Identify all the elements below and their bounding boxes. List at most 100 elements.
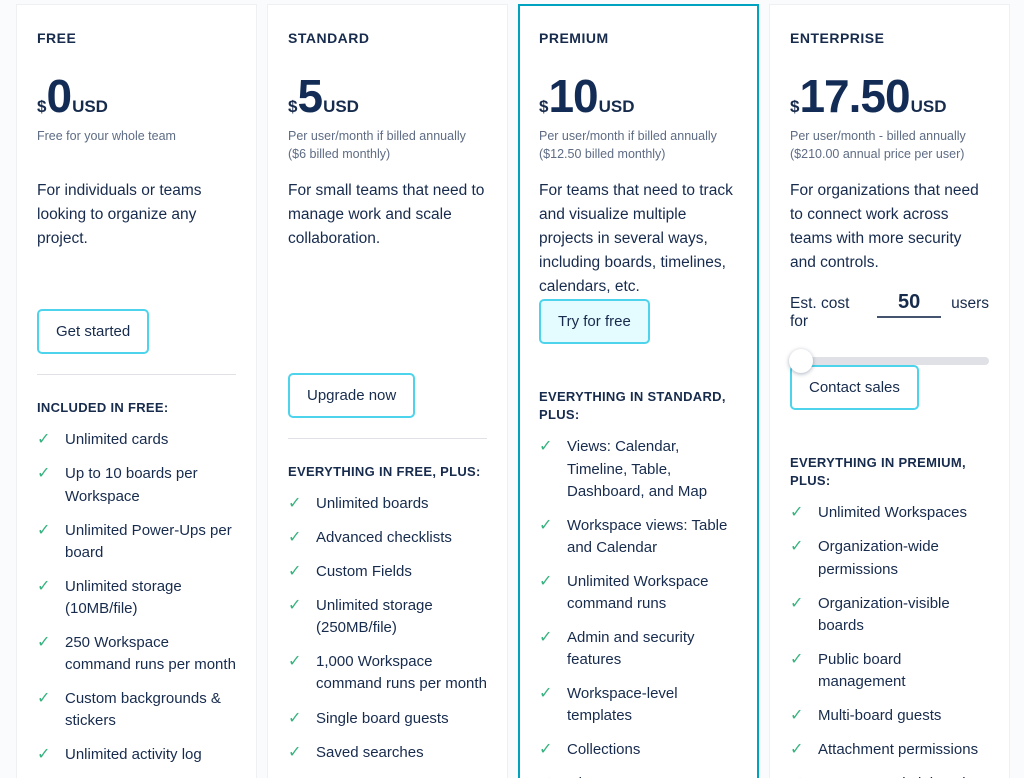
divider	[288, 438, 487, 439]
slider-handle[interactable]	[789, 349, 813, 374]
feature-item: ✓ Collections	[539, 739, 738, 761]
check-icon: ✓	[790, 504, 804, 522]
price-amount: 5	[297, 70, 323, 122]
plan-name: ENTERPRISE	[790, 30, 885, 46]
feature-text: Custom Fields	[316, 563, 412, 581]
plan-description: For small teams that need to manage work…	[288, 182, 485, 248]
plan-card-free: FREE $ 0 USD Free for your whole team Fo…	[16, 4, 257, 778]
check-icon: ✓	[790, 706, 804, 724]
feature-item: ✓ Saved searches	[288, 742, 487, 764]
check-icon: ✓	[288, 709, 302, 727]
feature-item: ✓ Unlimited storage (10MB/file)	[37, 576, 236, 620]
feature-text: Unlimited Workspace command runs	[567, 572, 709, 612]
feature-text: Unlimited storage (10MB/file)	[65, 577, 182, 617]
feature-item: ✓ Custom backgrounds & stickers	[37, 688, 236, 732]
currency-symbol: $	[288, 97, 298, 116]
feature-item: ✓ 1,000 Workspace command runs per month	[288, 651, 487, 695]
check-icon: ✓	[790, 538, 804, 556]
get-started-button[interactable]: Get started	[37, 309, 150, 355]
plan-price: $ 10 USD	[539, 73, 738, 119]
feature-text: Unlimited boards	[316, 495, 429, 513]
feature-item: ✓ Attachment permissions	[790, 739, 989, 761]
cost-estimator: Est. cost for users	[790, 291, 989, 331]
check-icon: ✓	[37, 745, 51, 763]
try-for-free-button[interactable]: Try for free	[539, 299, 650, 345]
estimator-prefix-label: Est. cost for	[790, 295, 850, 331]
feature-text: Power-Up administration	[818, 773, 982, 778]
price-amount: 10	[548, 70, 598, 122]
feature-item: ✓ Unlimited storage (250MB/file)	[288, 595, 487, 639]
user-count-slider[interactable]	[789, 349, 989, 374]
plan-price: $ 0 USD	[37, 73, 236, 119]
currency-code: USD	[72, 97, 108, 116]
plan-price: $ 5 USD	[288, 73, 487, 119]
features-list: ✓ Unlimited boards ✓ Advanced checklists ✓…	[288, 493, 487, 775]
user-count-input[interactable]	[877, 291, 942, 319]
check-icon: ✓	[37, 465, 51, 483]
feature-item: ✓ Unlimited cards	[37, 429, 236, 451]
check-icon: ✓	[288, 563, 302, 581]
feature-text: Views: Calendar, Timeline, Table, Dashbo…	[567, 438, 708, 500]
plan-card-free-top: FREE $ 0 USD Free for your whole team Fo…	[37, 30, 236, 309]
feature-text: 250 Workspace command runs per month	[65, 633, 236, 673]
check-icon: ✓	[288, 743, 302, 761]
currency-symbol: $	[539, 97, 549, 116]
divider	[37, 374, 236, 376]
check-icon: ✓	[539, 572, 553, 590]
feature-text: Admin and security features	[567, 628, 695, 668]
feature-text: Public board management	[818, 650, 906, 690]
check-icon: ✓	[539, 773, 557, 778]
feature-item: ✓ Up to 10 boards per Workspace	[37, 463, 236, 507]
feature-item: ✓ Organization-visible boards	[790, 593, 989, 637]
check-icon: ✓	[790, 594, 804, 612]
plan-card-premium-top: PREMIUM $ 10 USD Per user/month if bille…	[539, 30, 738, 299]
feature-text: Collections	[567, 740, 641, 758]
check-icon: ✓	[288, 653, 302, 671]
check-icon: ✓	[790, 740, 804, 758]
feature-text: Unlimited Workspaces	[818, 504, 967, 522]
check-icon: ✓	[539, 438, 553, 456]
feature-item: ✓ Public board management	[790, 649, 989, 693]
feature-item: ✓ Power-Up administration	[790, 773, 989, 778]
features-header: EVERYTHING IN STANDARD, PLUS:	[539, 389, 726, 423]
plan-name: FREE	[37, 30, 77, 46]
feature-item: ✓ Single board guests	[288, 708, 487, 730]
feature-item: ✓ Workspace-level templates	[539, 683, 738, 727]
check-icon: ✓	[539, 516, 553, 534]
check-icon: ✓	[37, 633, 51, 651]
feature-item: ✓ Views: Calendar, Timeline, Table, Dashb…	[539, 436, 738, 502]
estimator-suffix-label: users	[951, 295, 989, 313]
feature-text: Single board guests	[316, 709, 449, 727]
feature-text: 1,000 Workspace command runs per month	[316, 653, 487, 693]
price-amount: 0	[46, 70, 72, 122]
plan-card-premium: PREMIUM $ 10 USD Per user/month if bille…	[518, 4, 759, 778]
feature-text: Custom backgrounds & stickers	[65, 689, 221, 729]
feature-text: Observers	[567, 773, 636, 778]
feature-item: ✓ Observers	[539, 773, 738, 778]
check-icon: ✓	[37, 431, 51, 449]
feature-text: Organization-wide permissions	[818, 538, 939, 578]
feature-text: Advanced checklists	[316, 529, 452, 547]
features-list: ✓ Unlimited Workspaces ✓ Organization-wide…	[790, 502, 989, 778]
plan-name: PREMIUM	[539, 30, 609, 46]
feature-text: Workspace-level templates	[567, 684, 678, 724]
check-icon: ✓	[539, 684, 553, 702]
feature-text: Unlimited activity log	[65, 745, 202, 763]
contact-sales-button[interactable]: Contact sales	[790, 365, 919, 411]
feature-item: ✓ Unlimited activity log	[37, 744, 236, 766]
feature-item: ✓ Unlimited Workspace command runs	[539, 571, 738, 615]
check-icon: ✓	[288, 495, 302, 513]
feature-item: ✓ Unlimited boards	[288, 493, 487, 515]
upgrade-now-button[interactable]: Upgrade now	[288, 373, 416, 418]
plan-name: STANDARD	[288, 30, 370, 46]
feature-item: ✓ Organization-wide permissions	[790, 536, 989, 580]
check-icon: ✓	[790, 650, 804, 668]
currency-symbol: $	[790, 97, 800, 116]
plan-description: For teams that need to track and visuali…	[539, 182, 733, 296]
features-list: ✓ Views: Calendar, Timeline, Table, Dashb…	[539, 436, 738, 778]
price-caption: Per user/month if billed annually ($12.5…	[539, 129, 717, 162]
feature-text: Unlimited storage (250MB/file)	[316, 597, 433, 637]
feature-text: Unlimited Power-Ups per board	[65, 521, 232, 561]
features-header: EVERYTHING IN PREMIUM, PLUS:	[790, 455, 966, 489]
feature-text: Up to 10 boards per Workspace	[65, 465, 198, 505]
